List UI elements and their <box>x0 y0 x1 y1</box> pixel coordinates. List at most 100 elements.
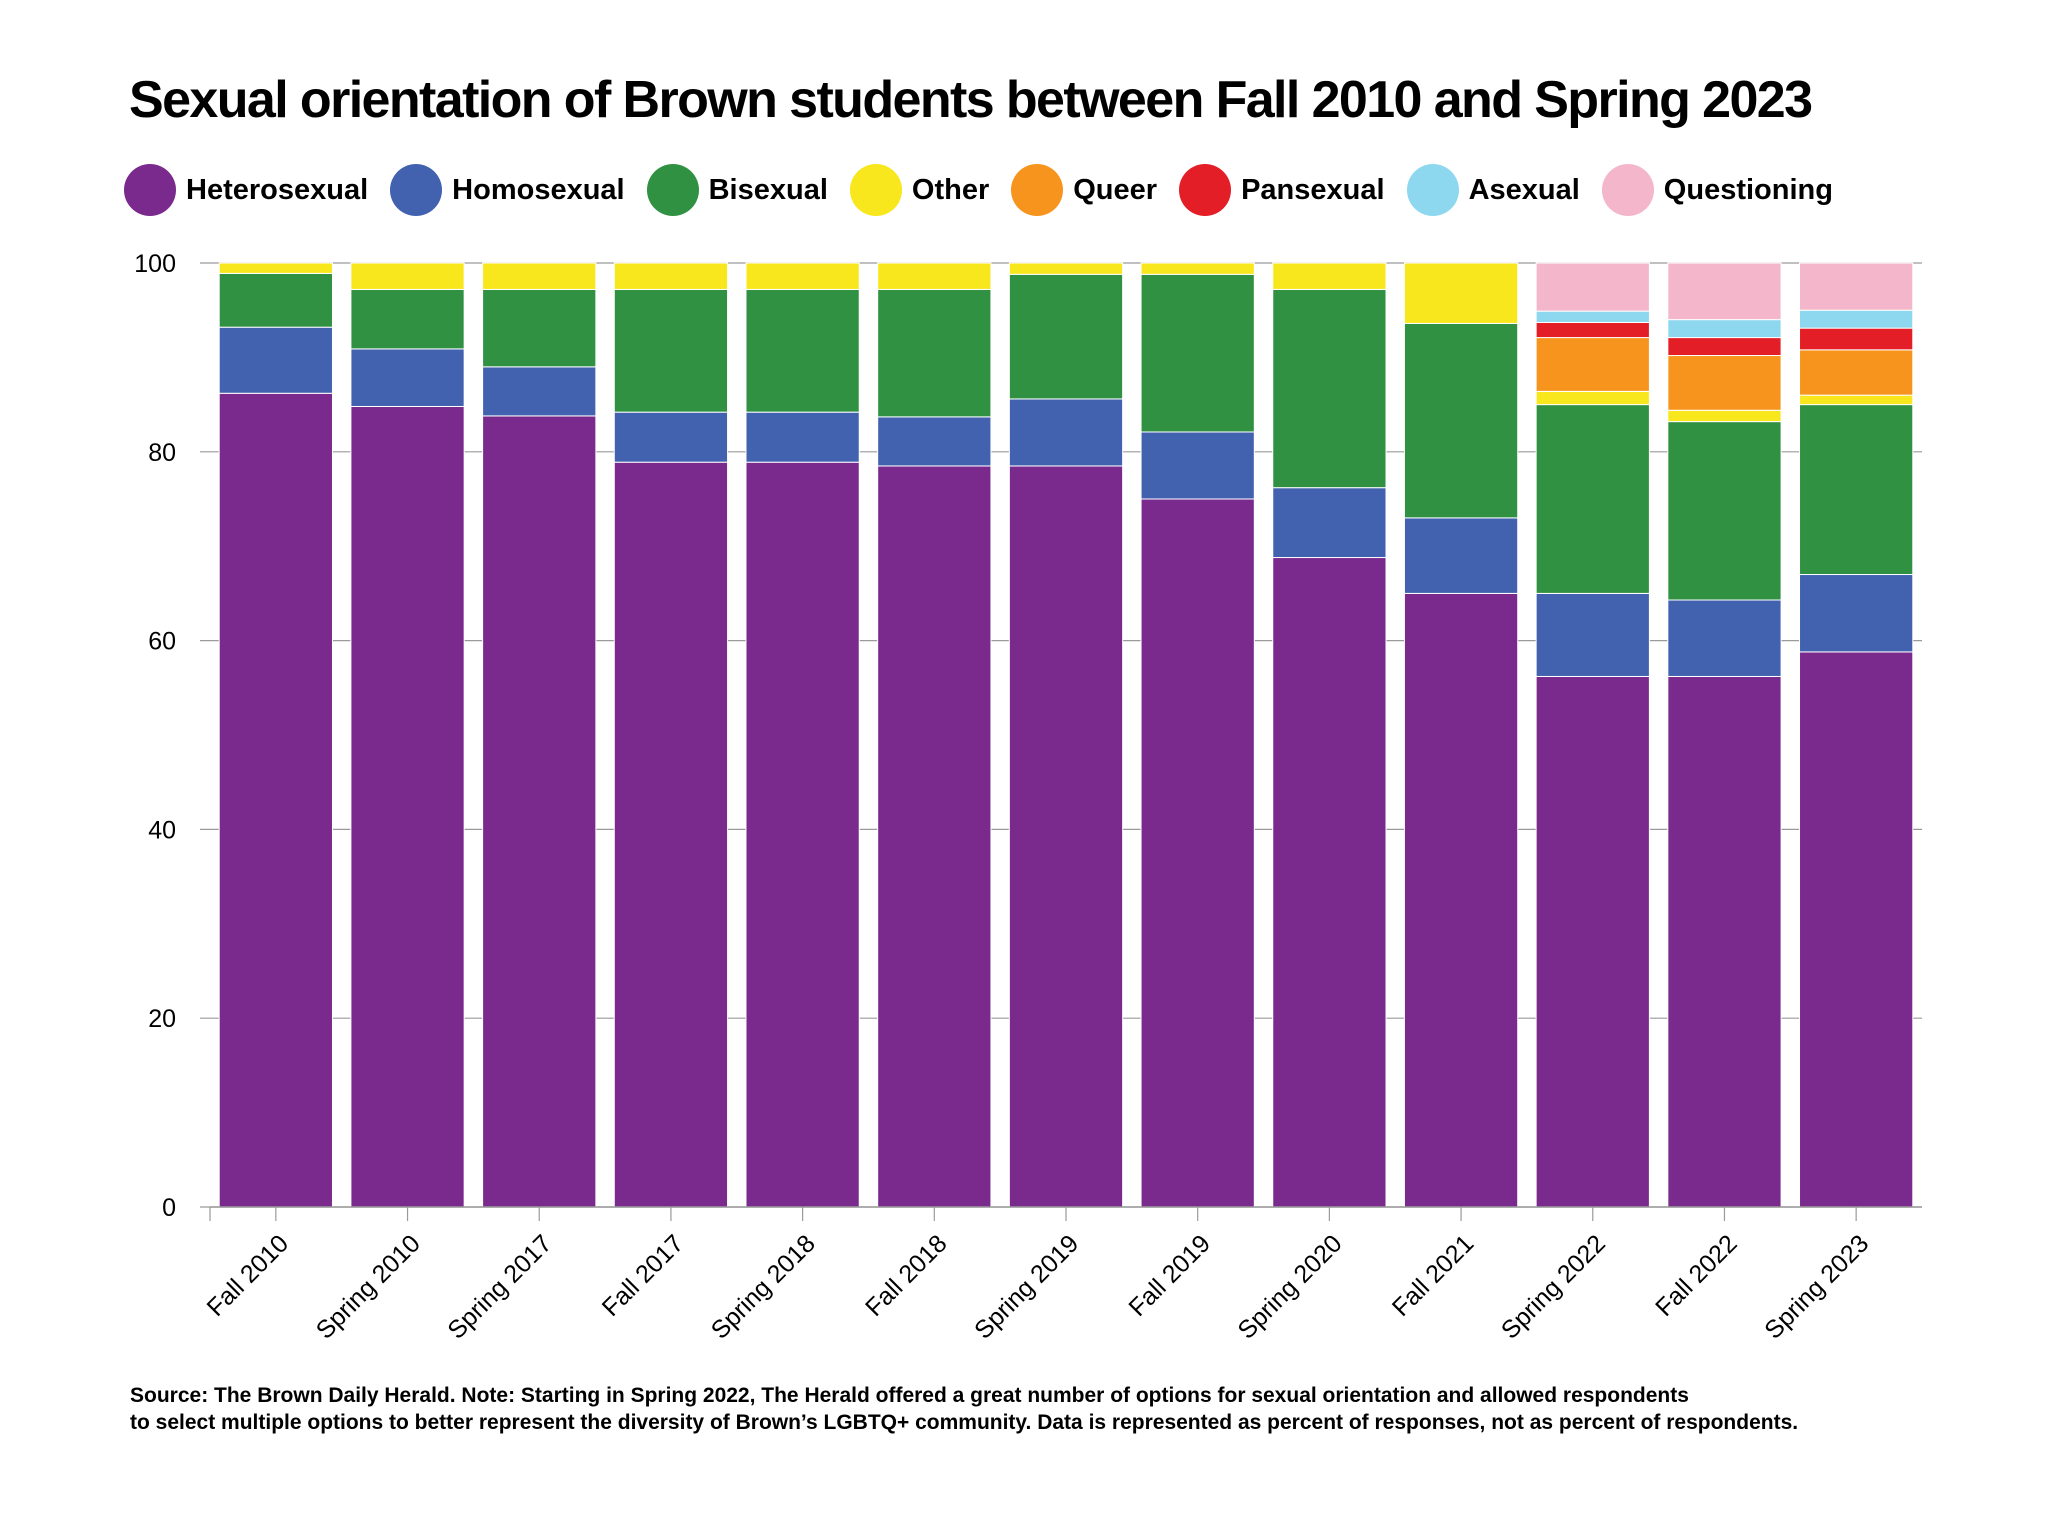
bar-fall-2022-heterosexual <box>1667 675 1782 1208</box>
x-tick-label-fall-2017: Fall 2017 <box>597 1229 690 1322</box>
y-tick-label-0: 0 <box>162 1194 176 1222</box>
legend-swatch-questioning <box>1601 164 1654 216</box>
bar-spring-2022-bisexual <box>1535 404 1650 594</box>
bar-fall-2022-questioning <box>1667 262 1782 321</box>
x-tick-label-spring-2018: Spring 2018 <box>706 1229 821 1344</box>
bar-spring-2019-homosexual <box>1008 398 1124 467</box>
bar-spring-2022-pansexual <box>1535 321 1650 339</box>
bar-spring-2020-bisexual <box>1272 288 1387 489</box>
bar-spring-2022-asexual <box>1535 310 1650 323</box>
legend-swatch-bisexual <box>646 164 699 216</box>
x-tick-label-fall-2019: Fall 2019 <box>1123 1229 1216 1322</box>
bar-fall-2022-pansexual <box>1667 337 1782 357</box>
bar-spring-2018-bisexual <box>745 288 860 413</box>
bar-spring-2022-other <box>1535 390 1650 406</box>
legend-label-questioning: Questioning <box>1663 173 1833 206</box>
bar-fall-2018-heterosexual <box>877 465 992 1208</box>
x-tick-label-spring-2020: Spring 2020 <box>1232 1229 1347 1344</box>
x-tick-label-fall-2018: Fall 2018 <box>860 1229 953 1322</box>
bar-spring-2022-queer <box>1535 337 1650 392</box>
y-tick-label-20: 20 <box>148 1005 176 1033</box>
bar-fall-2010-heterosexual <box>218 392 333 1208</box>
y-tick-label-40: 40 <box>148 816 176 844</box>
bar-fall-2019-heterosexual <box>1140 498 1255 1208</box>
bar-spring-2023-homosexual <box>1799 574 1914 653</box>
bar-fall-2022-homosexual <box>1667 599 1782 677</box>
x-tick-label-fall-2021: Fall 2021 <box>1387 1229 1480 1322</box>
bar-spring-2018-heterosexual <box>745 461 860 1208</box>
y-tick-label-100: 100 <box>134 250 176 278</box>
bar-spring-2019-bisexual <box>1008 273 1124 400</box>
legend-label-queer: Queer <box>1073 173 1158 206</box>
y-tick-label-60: 60 <box>148 628 176 656</box>
legend-item-heterosexual: Heterosexual <box>124 164 368 216</box>
bar-spring-2022-heterosexual <box>1535 675 1650 1208</box>
bar-fall-2010-other <box>218 262 333 274</box>
legend-swatch-heterosexual <box>124 164 176 216</box>
bar-spring-2017-other <box>482 262 597 290</box>
bar-spring-2019-other <box>1008 262 1124 275</box>
bar-spring-2017-homosexual <box>482 366 597 417</box>
bar-fall-2017-other <box>613 262 729 290</box>
bar-spring-2010-bisexual <box>350 288 465 350</box>
legend-label-homosexual: Homosexual <box>452 173 625 206</box>
bar-fall-2018-homosexual <box>877 416 992 467</box>
bar-spring-2022-questioning <box>1535 262 1650 312</box>
bar-fall-2021-other <box>1403 262 1519 324</box>
legend-swatch-pansexual <box>1179 164 1232 216</box>
y-tick-label-80: 80 <box>148 439 176 467</box>
legend-item-homosexual: Homosexual <box>390 164 625 216</box>
legend-swatch-asexual <box>1406 164 1459 216</box>
bar-fall-2022-queer <box>1667 355 1782 411</box>
source-note-line-2: to select multiple options to better rep… <box>130 1411 1799 1434</box>
legend-item-asexual: Asexual <box>1406 164 1580 216</box>
bar-spring-2010-homosexual <box>350 348 465 407</box>
bar-fall-2017-homosexual <box>613 411 729 463</box>
bar-spring-2018-other <box>745 262 860 290</box>
legend-label-heterosexual: Heterosexual <box>186 173 369 206</box>
legend-label-other: Other <box>911 173 990 206</box>
bar-spring-2023-other <box>1799 394 1914 406</box>
bar-fall-2022-asexual <box>1667 319 1782 339</box>
source-note-line-1: Source: The Brown Daily Herald. Note: St… <box>130 1384 1689 1407</box>
legend-swatch-homosexual <box>390 164 443 216</box>
chart-legend: Heterosexual Homosexual Bisexual Other Queer… <box>124 162 1855 218</box>
x-tick-label-spring-2010: Spring 2010 <box>311 1229 426 1344</box>
legend-label-pansexual: Pansexual <box>1241 173 1385 206</box>
bar-spring-2023-bisexual <box>1799 404 1914 576</box>
bar-spring-2023-pansexual <box>1799 327 1914 351</box>
legend-item-other: Other <box>849 164 990 216</box>
legend-label-bisexual: Bisexual <box>708 173 828 206</box>
bar-spring-2023-asexual <box>1799 309 1914 329</box>
bar-fall-2022-bisexual <box>1667 421 1782 601</box>
legend-swatch-other <box>849 164 902 216</box>
bar-spring-2023-questioning <box>1799 262 1914 311</box>
bar-fall-2017-bisexual <box>613 288 729 413</box>
x-tick-label-spring-2023: Spring 2023 <box>1759 1229 1874 1344</box>
legend-label-asexual: Asexual <box>1468 173 1580 206</box>
bar-spring-2023-queer <box>1799 349 1914 396</box>
x-tick-label-spring-2017: Spring 2017 <box>442 1229 557 1344</box>
bar-fall-2021-heterosexual <box>1403 592 1519 1208</box>
bar-fall-2019-homosexual <box>1140 431 1255 500</box>
x-tick-label-spring-2019: Spring 2019 <box>969 1229 1084 1344</box>
legend-item-queer: Queer <box>1011 164 1157 216</box>
x-tick-label-fall-2010: Fall 2010 <box>202 1229 295 1322</box>
bar-spring-2010-other <box>350 262 465 290</box>
legend-item-questioning: Questioning <box>1601 164 1833 216</box>
bar-fall-2021-bisexual <box>1403 322 1519 519</box>
legend-item-pansexual: Pansexual <box>1179 164 1385 216</box>
bar-spring-2022-homosexual <box>1535 592 1650 677</box>
bar-spring-2018-homosexual <box>745 411 860 463</box>
bar-fall-2018-bisexual <box>877 288 992 418</box>
bar-spring-2017-heterosexual <box>482 415 597 1208</box>
bar-fall-2022-other <box>1667 409 1782 423</box>
bar-spring-2019-heterosexual <box>1008 465 1124 1208</box>
bar-fall-2010-bisexual <box>218 272 333 328</box>
x-tick-label-spring-2022: Spring 2022 <box>1496 1229 1611 1344</box>
bar-spring-2020-homosexual <box>1272 487 1387 559</box>
bar-fall-2018-other <box>877 262 992 290</box>
bar-spring-2017-bisexual <box>482 288 597 368</box>
bar-spring-2020-other <box>1272 262 1387 290</box>
